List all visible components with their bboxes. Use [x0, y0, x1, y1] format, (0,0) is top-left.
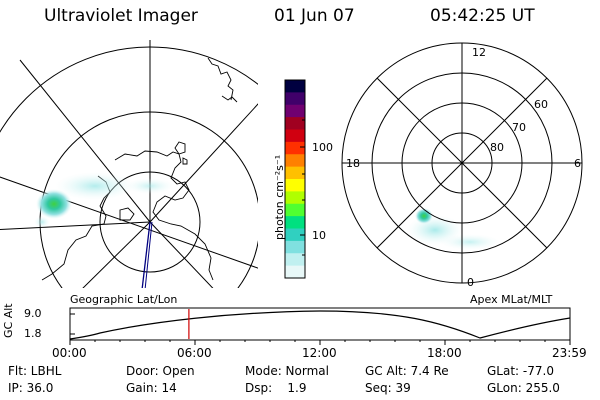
xtick-1200: 12:00: [302, 346, 337, 360]
status-dsp: Dsp: 1.9: [245, 381, 307, 395]
status-glat: GLat: -77.0: [487, 364, 554, 378]
mlt-label-6: 6: [574, 157, 581, 170]
date-label: 01 Jun 07: [274, 6, 355, 26]
mlt-label-12: 12: [472, 46, 486, 59]
mlt-label-18: 18: [346, 157, 360, 170]
colorbar-swatch: [285, 166, 305, 180]
apex-polar-plot: [341, 42, 583, 284]
status-gc-alt: GC Alt: 7.4 Re: [365, 364, 449, 378]
status-mode: Mode: Normal: [245, 364, 329, 378]
time-label: 05:42:25 UT: [430, 6, 535, 26]
colorbar-swatch: [285, 265, 305, 279]
geographic-map-label: Geographic Lat/Lon: [70, 293, 178, 306]
status-glon: GLon: 255.0: [487, 381, 560, 395]
colorbar-swatch: [285, 203, 305, 217]
satellite-track: [141, 221, 151, 288]
altitude-plot-frame: [69, 307, 571, 341]
status-gain: Gain: 14: [126, 381, 177, 395]
colorbar-swatch: [285, 80, 305, 93]
altitude-curve: [69, 310, 571, 340]
colorbar-swatch: [285, 240, 305, 254]
colorbar-tick-100: 100: [312, 141, 333, 154]
colorbar-swatch: [285, 92, 305, 106]
mlt-label-0: 0: [467, 276, 474, 289]
colorbar-swatch: [285, 253, 305, 267]
colorbar-swatch: [285, 117, 305, 131]
xtick-0600: 06:00: [177, 346, 212, 360]
colorbar-swatch: [285, 228, 305, 242]
geographic-map: [0, 40, 258, 288]
mlat-label-80: 80: [490, 141, 504, 154]
colorbar-swatch: [285, 216, 305, 230]
xtick-2359: 23:59: [552, 346, 587, 360]
xtick-0000: 00:00: [52, 346, 87, 360]
colorbar-unit-label: photon cm⁻²s⁻¹: [273, 154, 286, 240]
status-filter: Flt: LBHL: [8, 364, 62, 378]
colorbar-swatch: [285, 129, 305, 143]
colorbar-tick-10: 10: [312, 229, 326, 242]
status-door: Door: Open: [126, 364, 195, 378]
mlat-label-60: 60: [534, 98, 548, 111]
altitude-ytick-top: 9.0: [24, 307, 42, 320]
status-ip: IP: 36.0: [8, 381, 54, 395]
colorbar-swatch: [285, 179, 305, 192]
altitude-ytick-bottom: 1.8: [24, 327, 42, 340]
colorbar-swatch: [285, 191, 305, 205]
colorbar-swatch: [285, 154, 305, 168]
altitude-ylabel: GC Alt: [2, 303, 15, 338]
status-seq: Seq: 39: [365, 381, 411, 395]
mlat-label-70: 70: [512, 121, 526, 134]
instrument-title: Ultraviolet Imager: [44, 6, 198, 26]
xtick-1800: 18:00: [427, 346, 462, 360]
apex-map-label: Apex MLat/MLT: [470, 293, 553, 306]
colorbar-swatch: [285, 104, 305, 118]
colorbar: [285, 80, 305, 279]
colorbar-swatch: [285, 141, 305, 155]
